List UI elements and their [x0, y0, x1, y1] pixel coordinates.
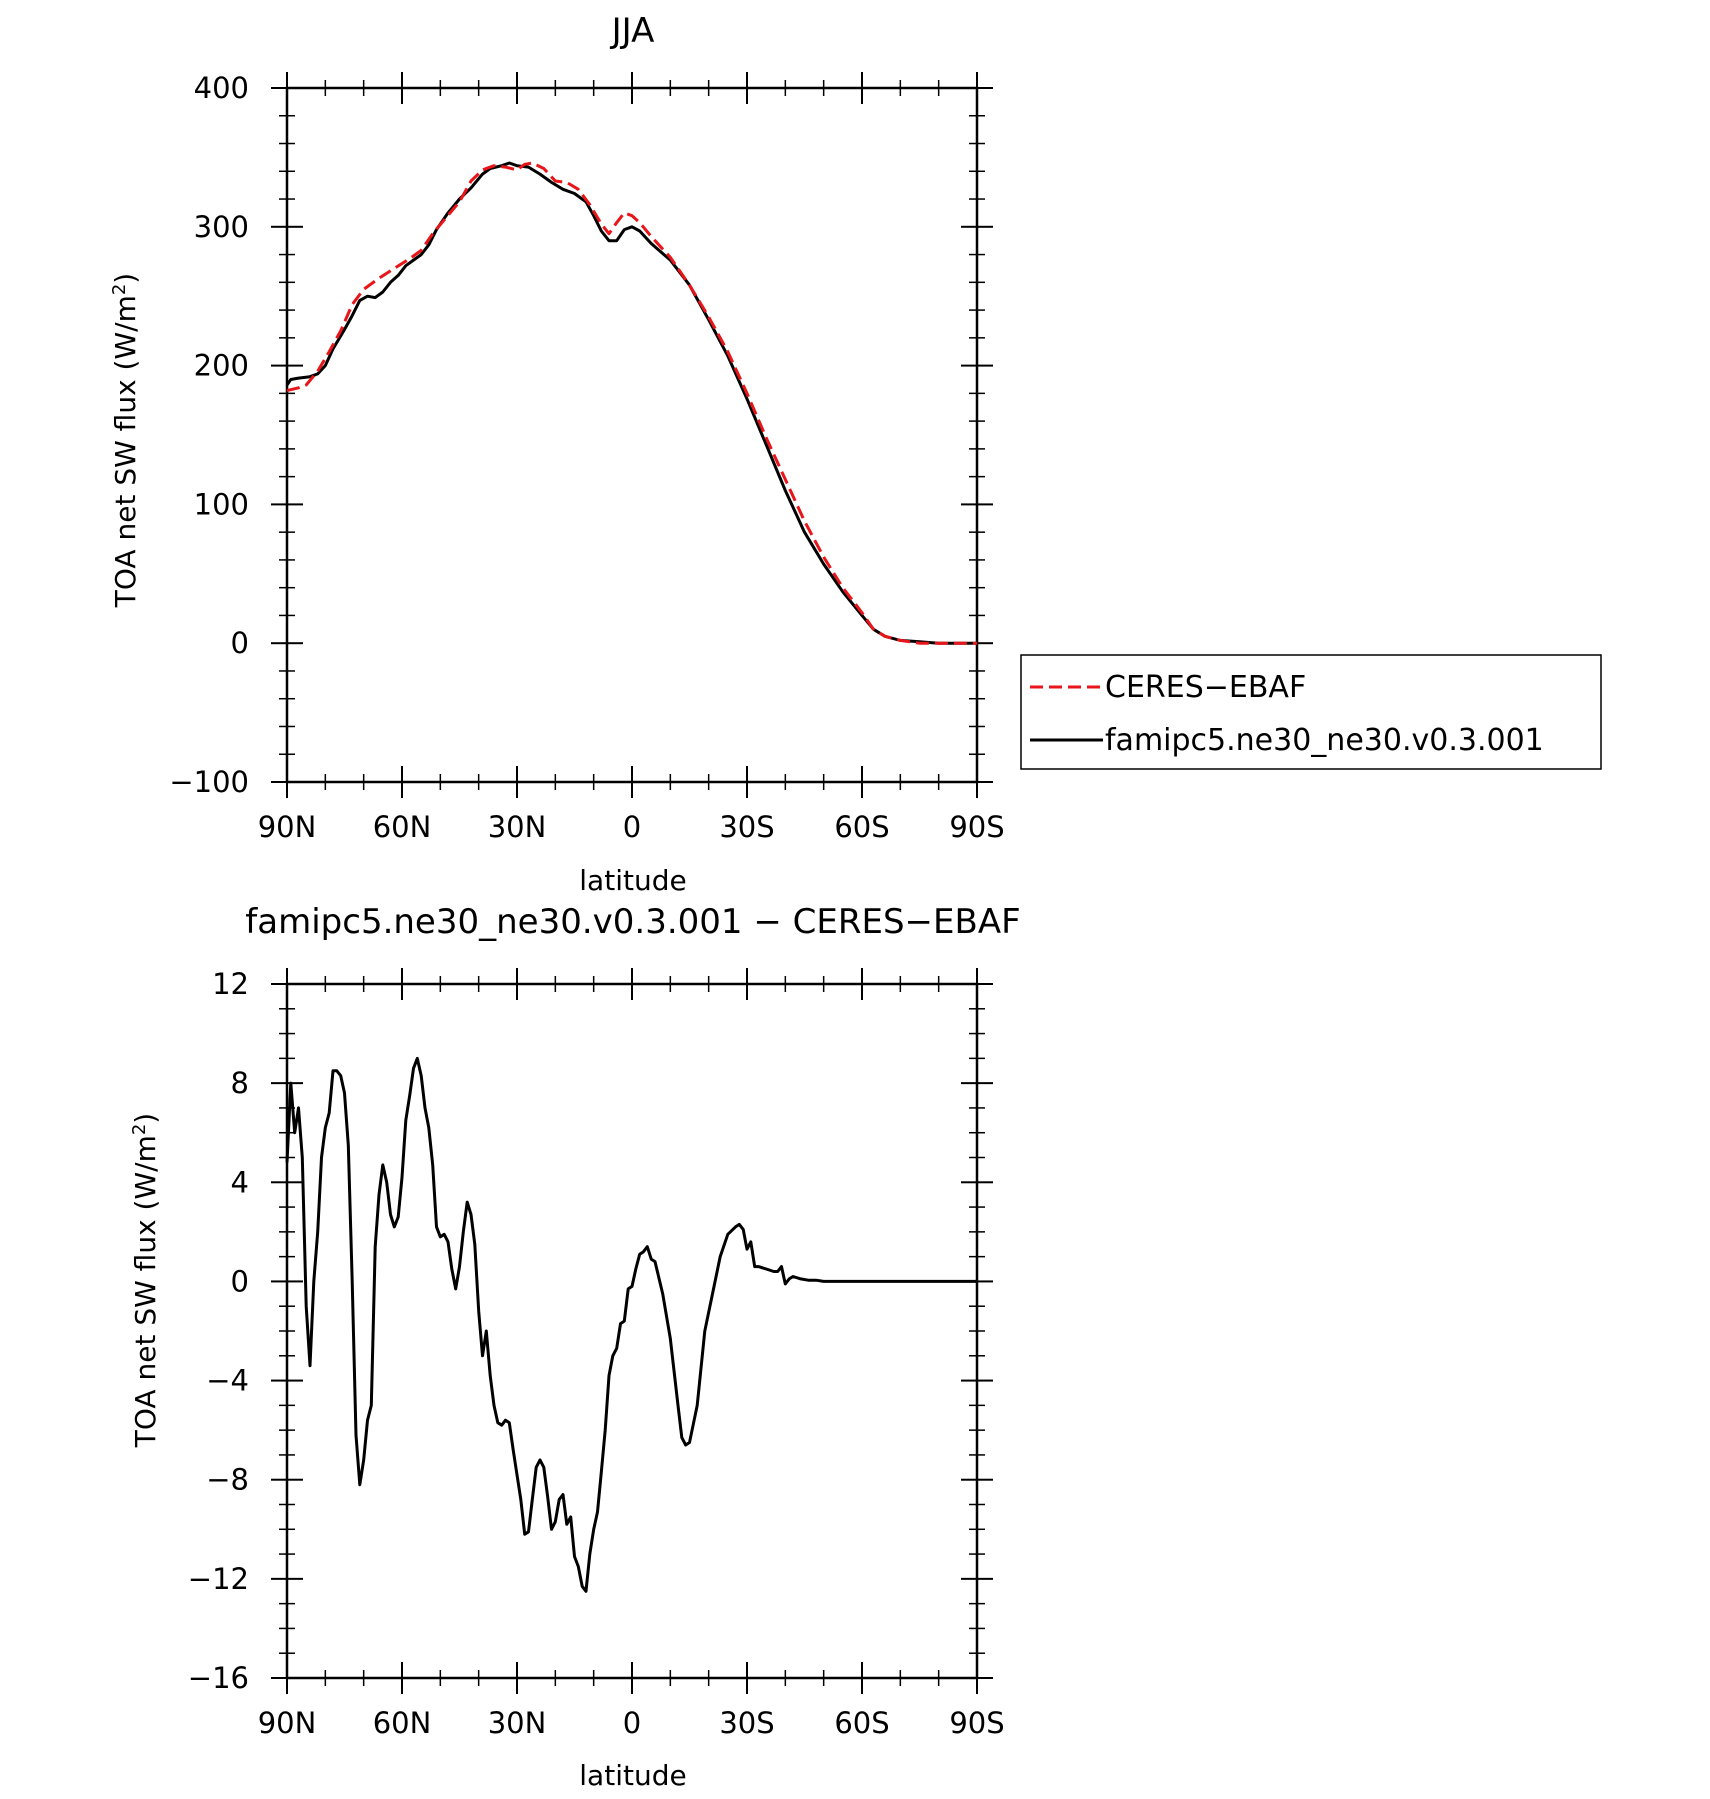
top-x-tick-label: 30N — [488, 810, 547, 844]
top-chart-title: JJA — [610, 11, 655, 51]
bottom-y-tick-label: 0 — [231, 1264, 249, 1298]
bottom-x-tick-label: 90S — [949, 1706, 1004, 1740]
top-x-tick-label: 90S — [949, 810, 1004, 844]
bottom-x-tick-label: 0 — [623, 1706, 641, 1740]
top-x-axis-label: latitude — [579, 864, 686, 897]
bottom-y-axis-label-superscript: 2 — [129, 1124, 150, 1135]
top-x-tick-label: 90N — [258, 810, 317, 844]
bottom-x-tick-label: 90N — [258, 1706, 317, 1740]
top-x-tick-label: 60N — [373, 810, 432, 844]
bottom-y-tick-label: −16 — [188, 1661, 249, 1695]
top-plot-frame — [285, 86, 979, 784]
bottom-x-tick-label: 30S — [719, 1706, 774, 1740]
top-x-tick-label: 30S — [719, 810, 774, 844]
bottom-y-tick-label: −12 — [188, 1562, 249, 1596]
bottom-series-line-difference — [285, 1056, 977, 1593]
top-y-tick-label: 300 — [194, 210, 249, 244]
bottom-y-tick-label: 8 — [231, 1066, 249, 1100]
bottom-x-tick-label: 60N — [373, 1706, 432, 1740]
top-y-tick-label: 100 — [194, 487, 249, 521]
top-x-tick-label: 0 — [623, 810, 641, 844]
top-y-axis-label-main: TOA net SW flux (W/m — [109, 295, 142, 608]
bottom-x-tick-label: 30N — [488, 1706, 547, 1740]
top-y-axis-label-superscript: 2 — [109, 284, 130, 295]
bottom-y-tick-label: −4 — [206, 1364, 249, 1398]
bottom-y-tick-label: 12 — [212, 967, 249, 1001]
bottom-panel: famipc5.ne30_ne30.v0.3.001 − CERES−EBAF … — [129, 902, 1021, 1792]
bottom-y-axis-label-close: ) — [129, 1113, 162, 1124]
top-series-line-famipc5-ne30-ne30-v0-3-001 — [285, 161, 977, 645]
legend-label-ceres: CERES−EBAF — [1105, 670, 1306, 705]
bottom-x-tick-label: 60S — [834, 1706, 889, 1740]
top-y-axis-label: TOA net SW flux (W/m2) — [109, 273, 142, 608]
legend: CERES−EBAF famipc5.ne30_ne30.v0.3.001 — [1020, 654, 1602, 770]
bottom-y-tick-label: −8 — [206, 1463, 249, 1497]
top-y-tick-label: 0 — [231, 626, 249, 660]
legend-label-model: famipc5.ne30_ne30.v0.3.001 — [1105, 723, 1544, 758]
top-y-tick-label: 400 — [194, 71, 249, 105]
bottom-x-axis-label: latitude — [579, 1759, 686, 1792]
bottom-y-axis-label-main: TOA net SW flux (W/m — [129, 1135, 162, 1448]
bottom-y-tick-label: 4 — [231, 1165, 249, 1199]
top-panel: JJA latitude TOA net SW flux (W/m2) 90N 6… — [109, 11, 1005, 897]
top-series-line-ceres-ebaf — [286, 161, 977, 645]
top-y-tick-label: 200 — [194, 349, 249, 383]
bottom-chart-title: famipc5.ne30_ne30.v0.3.001 − CERES−EBAF — [245, 902, 1020, 942]
bottom-y-axis-label: TOA net SW flux (W/m2) — [129, 1113, 162, 1448]
top-y-axis-label-close: ) — [109, 273, 142, 284]
top-y-tick-label: −100 — [169, 765, 249, 799]
legend-box — [1020, 654, 1602, 770]
top-x-tick-label: 60S — [834, 810, 889, 844]
bottom-plot-frame — [285, 982, 979, 1680]
